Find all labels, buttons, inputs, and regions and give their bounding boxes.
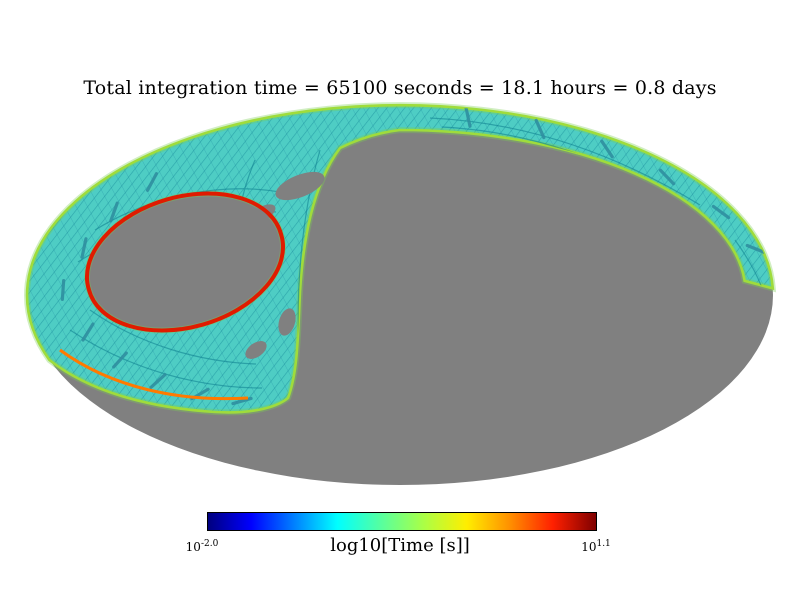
colorbar-max-tick: 101.1 bbox=[566, 539, 626, 554]
coverage-scan-texture-2 bbox=[27, 105, 773, 413]
colorbar-label: log10[Time [s]] bbox=[330, 535, 470, 556]
hot-rim bbox=[85, 191, 285, 333]
hot-rim-lower bbox=[59, 348, 249, 401]
colorbar-gradient bbox=[207, 512, 597, 531]
chart-title: Total integration time = 65100 seconds =… bbox=[83, 77, 717, 99]
min-tick-exponent: -2.0 bbox=[200, 539, 219, 549]
min-tick-base: 10 bbox=[185, 540, 201, 554]
colorbar-min-tick: 10-2.0 bbox=[172, 539, 232, 554]
max-tick-exponent: 1.1 bbox=[596, 539, 611, 549]
scan-gap-marks bbox=[60, 106, 767, 406]
coverage-gray-gaps bbox=[245, 171, 328, 359]
max-tick-base: 10 bbox=[581, 540, 597, 554]
